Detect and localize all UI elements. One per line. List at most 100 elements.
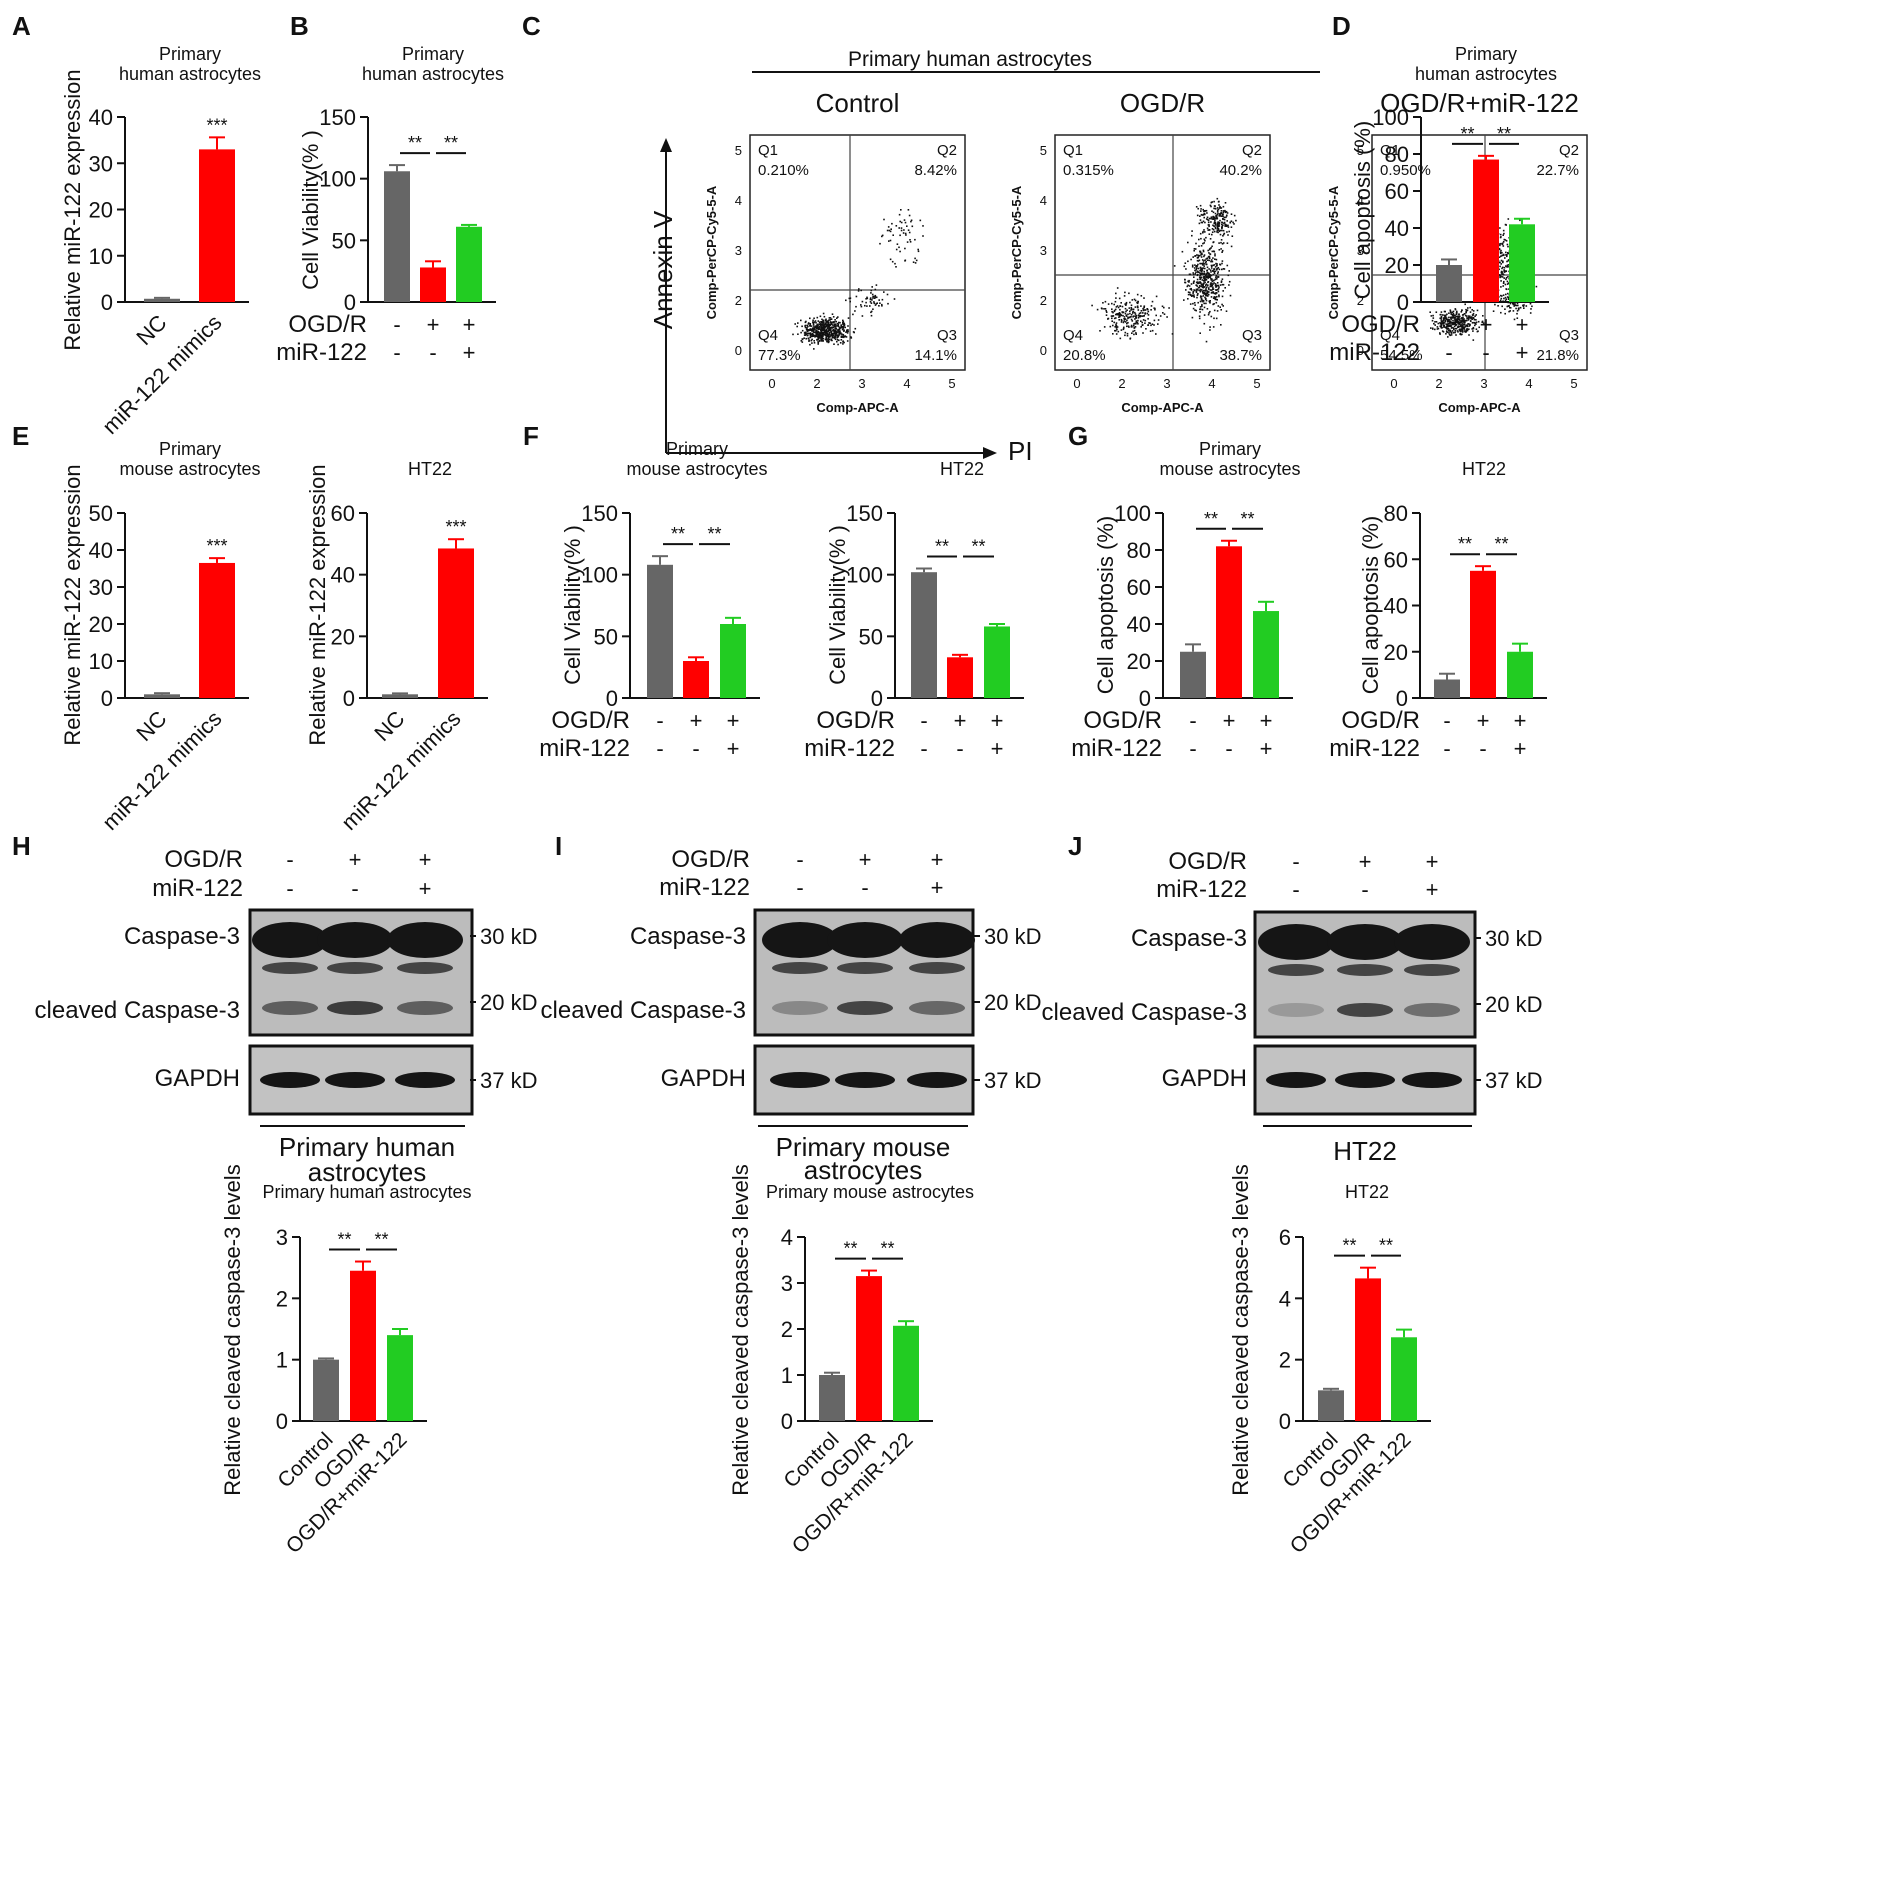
flow-event [833,332,836,334]
flow-event [1462,326,1464,329]
flow-event [905,234,907,236]
flow-event [1205,286,1208,289]
flow-event [1209,274,1212,276]
flow-event [1203,291,1206,294]
flow-event [825,322,827,324]
flow-event [1449,324,1452,327]
flow-event [860,304,862,306]
flow-event [1516,317,1519,319]
flow-event [821,336,823,339]
flow-event [1213,250,1215,252]
band-caspase3-minor [909,962,965,974]
kd-label: 30 kD [1485,926,1542,951]
flow-event [1458,322,1461,324]
flow-event [1134,318,1136,320]
flow-event [1202,208,1204,211]
flow-event [1464,303,1466,306]
flow-event [835,332,837,334]
flow-event [1452,313,1455,315]
chart-subtitle: Primary mouse astrocytes [766,1182,974,1202]
y-tick-label: 40 [1385,216,1409,241]
y-tick-label: 30 [89,575,113,600]
flow-event [1141,315,1143,317]
flow-event [1457,331,1459,333]
flow-event [1457,317,1459,320]
flow-events [1091,197,1237,343]
flow-event [1439,332,1441,334]
chart-subtitle: HT22 [408,459,452,479]
flow-event [1506,243,1509,246]
condition-sign: - [1292,877,1299,902]
flow-event [1440,311,1443,313]
band-label: cleaved Caspase-3 [541,997,746,1024]
flow-event [909,241,912,243]
y-axis-label: Cell apoptosis (%) [1093,516,1118,695]
flow-event [1446,313,1448,316]
flow-event [827,334,830,336]
flow-event [1451,323,1453,325]
significance-stars: ** [935,537,949,557]
flow-event [1213,225,1215,227]
flow-event [840,325,842,328]
flow-event [895,266,897,268]
flow-event [1210,274,1213,277]
flow-event [807,332,809,335]
flow-event [1136,321,1139,324]
flow-event [1194,304,1196,306]
x-tick-label: 4 [903,376,910,391]
flow-event [1467,316,1470,319]
flow-event [1506,255,1508,258]
flow-event [1200,295,1202,297]
flow-event [1113,303,1115,306]
flow-event [1204,293,1206,295]
band-cleaved-caspase3 [837,1001,893,1015]
flow-event [1215,289,1217,291]
flow-event [888,240,890,242]
flow-event [1197,293,1199,295]
x-tick-label: 2 [813,376,820,391]
condition-label: miR-122 [1156,876,1247,903]
flow-event [1462,325,1464,328]
flow-event [1452,313,1454,316]
flow-event [1199,288,1202,291]
flow-event [1230,213,1233,215]
flow-event [1222,205,1225,208]
flow-event [1446,324,1449,326]
flow-event [874,294,877,297]
y-tick-label: 150 [846,501,883,526]
flow-event [837,324,839,327]
flow-event [1465,311,1467,313]
flow-event [837,328,840,331]
flow-event [1221,251,1223,253]
chart-subtitle-line1: Primary [1199,439,1261,459]
flow-event [906,225,908,227]
flow-event [1503,271,1506,273]
flow-event [1445,317,1448,319]
flow-event [1456,330,1459,332]
flow-event [1216,229,1219,231]
flow-event [1501,251,1503,254]
flow-event [1194,248,1197,250]
flow-event [1201,308,1204,311]
flow-event [827,322,830,325]
flow-event [826,330,828,332]
flow-event [1206,290,1209,293]
kd-label: 20 kD [1485,992,1542,1017]
flow-event [1209,247,1211,250]
flow-event [842,340,844,342]
axis-pi: PI [1008,436,1033,466]
flow-event [1212,257,1214,259]
flow-event [1212,288,1215,290]
flow-event [805,337,807,340]
flow-event [1184,262,1187,264]
flow-event [1193,289,1195,291]
flow-event [1212,292,1215,294]
flow-event [808,332,810,335]
flow-event [820,327,823,329]
flow-event [1133,333,1135,336]
chart-subtitle: HT22 [1345,1182,1389,1202]
y-tick-label: 4 [1357,193,1364,208]
flow-event [1444,314,1446,317]
flow-event [1111,315,1114,317]
y-tick-label: 6 [1279,1225,1291,1250]
